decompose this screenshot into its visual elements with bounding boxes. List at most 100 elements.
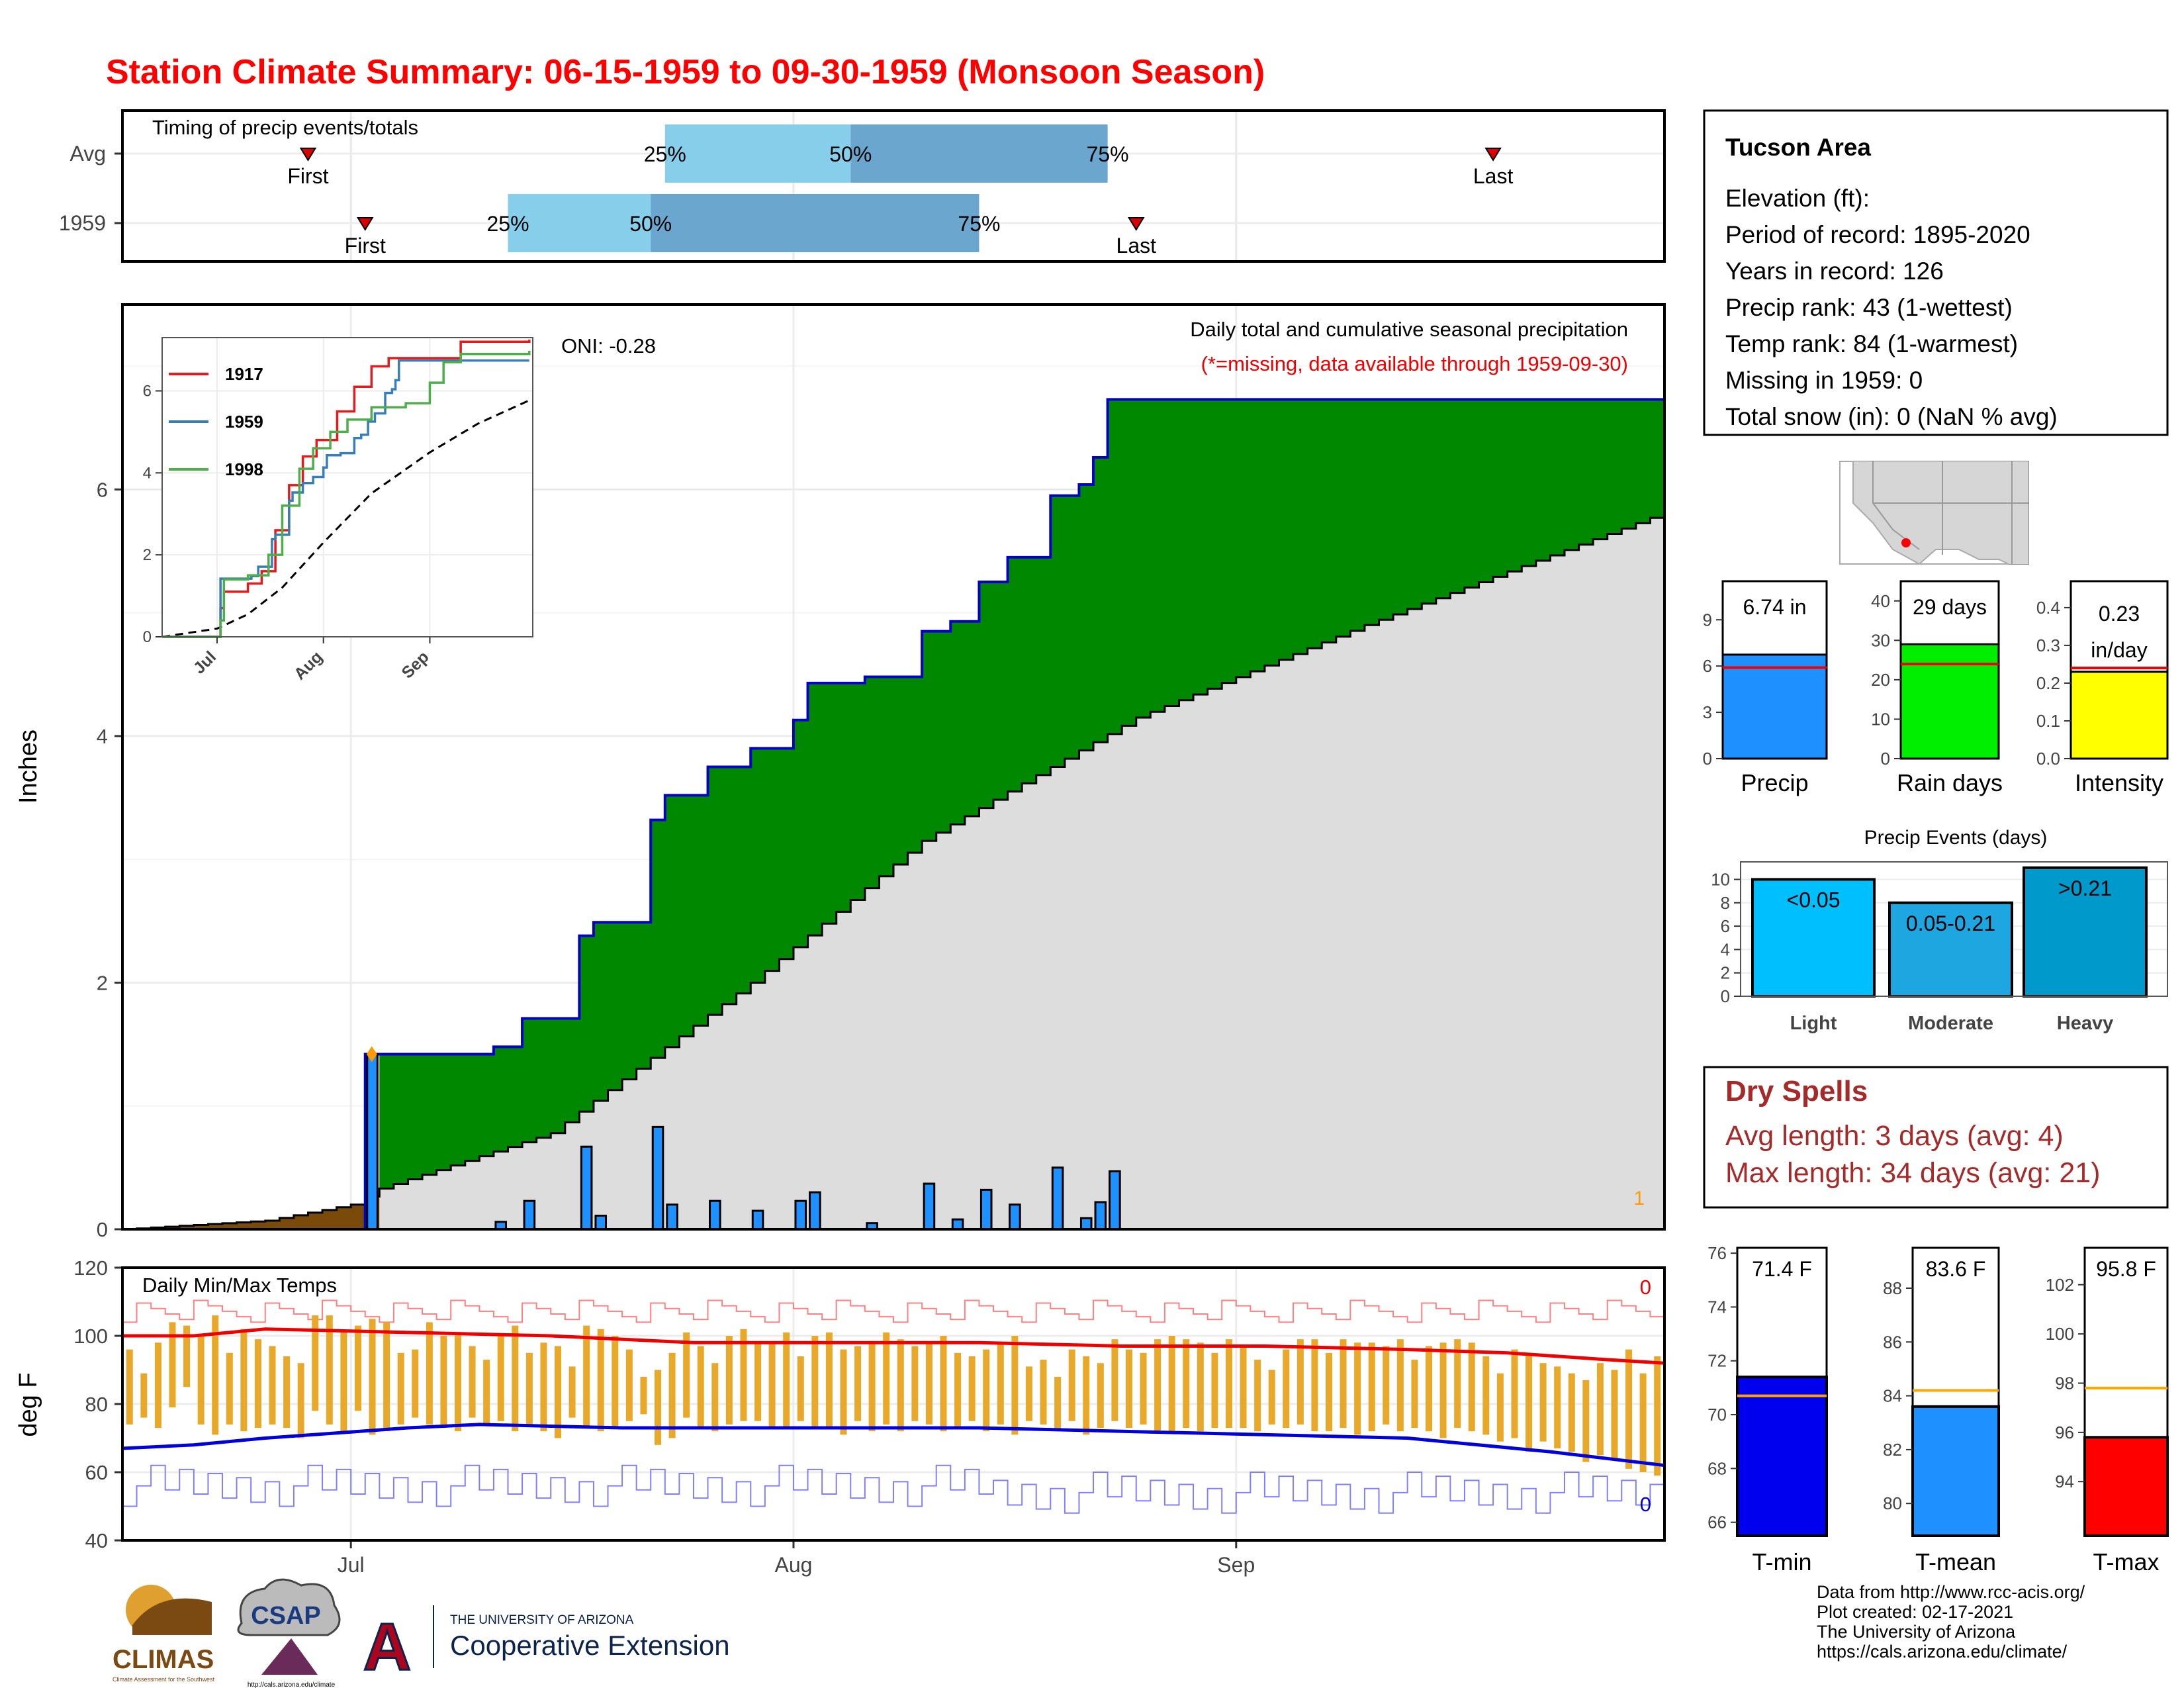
daily-temp-bar xyxy=(240,1329,248,1432)
daily-temp-bar xyxy=(897,1339,904,1432)
temps-frame xyxy=(121,1266,1666,1542)
daily-temp-bar xyxy=(340,1332,347,1432)
daily-temp-bar xyxy=(397,1352,404,1425)
temp-y-tick-label: 98 xyxy=(2055,1373,2074,1393)
summary-y-tick-label: 0.1 xyxy=(2036,711,2060,731)
legend-label: 1959 xyxy=(225,412,263,432)
daily-temp-bar xyxy=(512,1325,519,1432)
daily-temp-bar xyxy=(668,1352,676,1438)
events-frame xyxy=(1740,861,2168,997)
daily-precip-bar xyxy=(809,1191,821,1231)
daily-temp-bar xyxy=(497,1336,504,1421)
last-marker xyxy=(1127,217,1145,231)
daily-temp-bar xyxy=(997,1342,1004,1425)
temp-bar-T-mean xyxy=(1911,1405,2000,1538)
climas-logo-sub: Climate Assessment for the Southwest xyxy=(113,1676,215,1683)
temps-y-tick-label: 40 xyxy=(85,1529,108,1552)
daily-temp-bar xyxy=(954,1352,962,1429)
ua-logo-glyph: A xyxy=(363,1610,411,1684)
average-cumulative-area xyxy=(379,518,1665,1229)
dry-spells-box xyxy=(1703,1066,2169,1209)
summary-y-tick-label: 0 xyxy=(1703,749,1712,769)
temp-y-tick-label: 102 xyxy=(2046,1275,2074,1295)
daily-temp-bar xyxy=(811,1336,819,1429)
summary-y-tick-label: 6 xyxy=(1703,656,1712,676)
temp-y-tick-label: 70 xyxy=(1707,1405,1727,1425)
daily-temp-bar xyxy=(1568,1373,1575,1452)
ua-small-text: THE UNIVERSITY OF ARIZONA xyxy=(450,1613,634,1627)
daily-temp-bar xyxy=(883,1332,890,1425)
summary-label: Intensity xyxy=(2075,769,2163,796)
daily-temp-bar xyxy=(254,1339,261,1429)
temp-value: 95.8 F xyxy=(2096,1257,2156,1281)
daily-temp-bar xyxy=(911,1346,919,1421)
event-category-label: Moderate xyxy=(1908,1013,1993,1034)
daily-temp-bar xyxy=(454,1332,461,1432)
temp-y-tick-label: 72 xyxy=(1707,1351,1727,1371)
daily-temp-bar xyxy=(1268,1370,1275,1425)
last-label: Last xyxy=(1116,234,1157,258)
csap-url: http://cals.arizona.edu/climate xyxy=(248,1681,336,1688)
credit-line: The University of Arizona xyxy=(1817,1622,2016,1642)
temp-y-tick-label: 66 xyxy=(1707,1513,1727,1532)
events-y-tick-label: 2 xyxy=(1721,963,1730,983)
map-mexico xyxy=(1917,549,2009,565)
daily-temp-bar xyxy=(597,1329,604,1432)
daily-temp-bar xyxy=(312,1315,319,1411)
daily-precip-bar xyxy=(979,1188,993,1231)
temp-bars-panel: 71.4 F 66 68 70 72 74 76 T-min 83.6 F 80 82 84 86 88 T… xyxy=(1707,1243,2169,1575)
last-label: Last xyxy=(1473,164,1514,188)
daily-precip-bar xyxy=(709,1199,721,1231)
daily-temp-bar xyxy=(383,1322,390,1432)
daily-temp-bar xyxy=(968,1356,976,1421)
events-y-tick-label: 10 xyxy=(1711,869,1730,889)
daily-temp-bar xyxy=(1040,1360,1047,1425)
tmin-missing-count: 0 xyxy=(1640,1493,1651,1516)
daily-precip-bar xyxy=(1094,1201,1107,1231)
temp-y-tick-label: 80 xyxy=(1883,1493,1902,1513)
daily-temp-bar xyxy=(1225,1339,1232,1429)
daily-precip-bar xyxy=(366,1053,379,1231)
event-bar-Moderate xyxy=(1888,901,2013,998)
average-cumulative-line xyxy=(122,516,1664,1231)
tmax-missing-count: 0 xyxy=(1640,1276,1651,1299)
daily-precip-bar xyxy=(1079,1217,1093,1231)
climas-logo-text: CLIMAS xyxy=(113,1645,214,1674)
temp-label: T-min xyxy=(1752,1548,1812,1575)
daily-temp-bar xyxy=(183,1325,191,1387)
summary-value: 6.74 in xyxy=(1743,595,1806,619)
legend-label: 1917 xyxy=(225,364,263,384)
p50-label: 50% xyxy=(629,212,672,236)
daily-temp-bar xyxy=(825,1332,833,1429)
summary-y-tick-label: 40 xyxy=(1871,591,1890,611)
locator-map xyxy=(1839,461,2029,565)
daily-temp-bar xyxy=(1340,1339,1347,1429)
temp-label: T-max xyxy=(2093,1548,2159,1575)
temps-y-axis-label: deg F xyxy=(15,1372,42,1436)
event-category-label: Heavy xyxy=(2057,1013,2113,1034)
station-info-line: Missing in 1959: 0 xyxy=(1725,367,1923,394)
daily-temp-bar xyxy=(1525,1352,1533,1452)
daily-temp-bar xyxy=(1354,1342,1361,1435)
daily-temp-bar xyxy=(1639,1373,1647,1472)
daily-temp-bar xyxy=(469,1346,476,1418)
station-info-panel: Tucson Area Elevation (ft): Period of reco… xyxy=(1703,109,2169,436)
quartile-box-50-75 xyxy=(651,194,979,252)
daily-temp-bar xyxy=(1411,1360,1418,1429)
inset-average-line xyxy=(161,399,530,638)
summary-y-tick-label: 30 xyxy=(1871,630,1890,650)
inset-plot-bg xyxy=(162,338,533,637)
temp-y-tick-label: 94 xyxy=(2055,1472,2074,1491)
x-tick-label: Aug xyxy=(775,1553,813,1577)
summary-bar-Precip xyxy=(1721,653,1828,760)
precip-note-2: (*=missing, data available through 1959-… xyxy=(1201,352,1628,375)
daily-temp-bar xyxy=(369,1319,376,1435)
last-marker xyxy=(1484,148,1502,162)
record-high-line xyxy=(122,1299,1664,1323)
station-info-line: Temp rank: 84 (1-warmest) xyxy=(1725,330,2018,357)
daily-temp-bar xyxy=(1368,1342,1375,1432)
daily-temp-bar xyxy=(983,1349,990,1432)
daily-temp-bar xyxy=(612,1336,619,1429)
daily-precip-bar xyxy=(651,1125,664,1231)
temp-value: 83.6 F xyxy=(1926,1257,1986,1281)
